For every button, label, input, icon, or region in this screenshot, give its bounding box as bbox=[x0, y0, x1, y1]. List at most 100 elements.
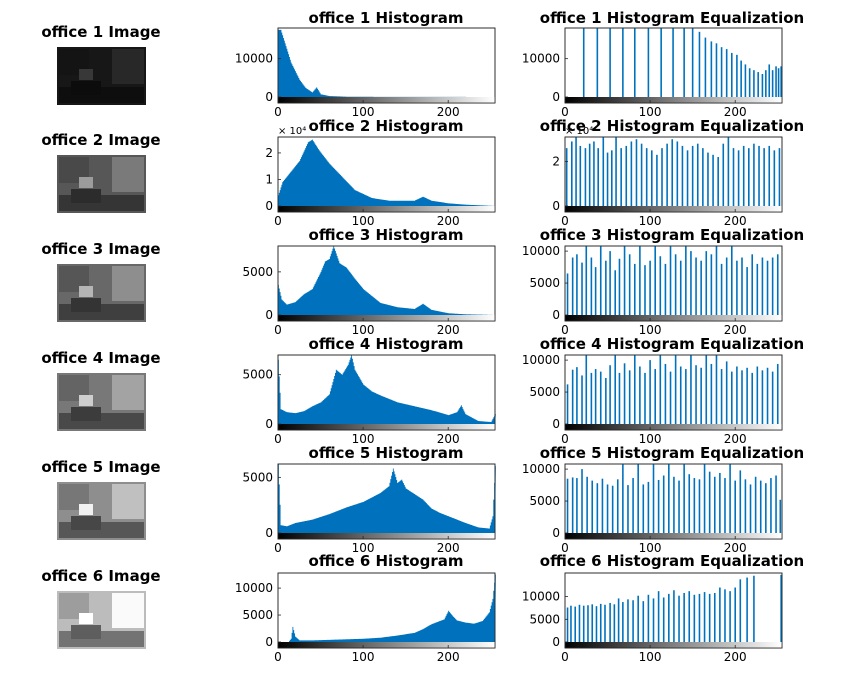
x-tick-label: 0 bbox=[561, 105, 569, 119]
photo-window-region bbox=[112, 266, 144, 301]
y-tick-label: 0 bbox=[552, 526, 560, 540]
x-tick-label: 200 bbox=[437, 650, 460, 664]
x-tick-label: 100 bbox=[639, 323, 662, 337]
grayscale-colorbar bbox=[565, 424, 782, 430]
histogram-title: office 6 Histogram bbox=[309, 552, 464, 570]
x-tick-label: 0 bbox=[561, 323, 569, 337]
x-tick-label: 100 bbox=[639, 541, 662, 555]
y-tick-label: 5000 bbox=[529, 612, 560, 626]
y-tick-label: 0 bbox=[552, 417, 560, 431]
y-tick-label: 10000 bbox=[522, 52, 560, 66]
y-tick-label: 5000 bbox=[242, 470, 273, 484]
equalized-axes-5: 0 5000 10000 0 100 200 bbox=[522, 462, 783, 555]
y-tick-label: 5000 bbox=[242, 368, 273, 382]
y-tick-label: 10000 bbox=[522, 244, 560, 258]
y-tick-label: 10000 bbox=[522, 353, 560, 367]
photo-window-region bbox=[112, 593, 144, 628]
photo-window-region bbox=[112, 484, 144, 519]
axes-frame bbox=[277, 572, 496, 649]
photo-window-region bbox=[112, 375, 144, 410]
y-tick-label: 0 bbox=[552, 90, 560, 104]
y-tick-label: 0 bbox=[265, 90, 273, 104]
x-tick-label: 100 bbox=[639, 214, 662, 228]
x-tick-label: 100 bbox=[352, 105, 375, 119]
y-tick-label: 0 bbox=[265, 526, 273, 540]
histogram-title: office 5 Histogram bbox=[309, 444, 464, 462]
photo-chair bbox=[71, 407, 101, 421]
y-tick-label: 0 bbox=[552, 308, 560, 322]
y-tick-label: 5000 bbox=[529, 276, 560, 290]
axis-multiplier: × 10⁴ bbox=[278, 126, 306, 137]
panel-titles: office 1 Histogram office 1 Histogram Equ… bbox=[309, 9, 805, 570]
equalized-title: office 4 Histogram Equalization bbox=[540, 335, 804, 353]
grayscale-colorbar bbox=[278, 206, 495, 212]
image-title: office 5 Image bbox=[41, 458, 160, 476]
grayscale-colorbar bbox=[565, 533, 782, 539]
x-tick-label: 100 bbox=[639, 105, 662, 119]
histogram-bars bbox=[278, 29, 496, 98]
axes-frame bbox=[564, 245, 783, 322]
y-tick-label: 0 bbox=[552, 635, 560, 649]
x-tick-label: 200 bbox=[437, 323, 460, 337]
axes-frame bbox=[564, 572, 783, 649]
y-tick-label: 10000 bbox=[235, 52, 273, 66]
x-tick-label: 100 bbox=[639, 650, 662, 664]
equalized-axes-6: 0 5000 10000 0 100 200 bbox=[522, 572, 783, 664]
equalized-axes-2: 0 2 0 100 200 × 10⁴ bbox=[552, 126, 783, 228]
y-tick-label: 2 bbox=[265, 146, 273, 160]
axes-frame bbox=[564, 27, 783, 104]
grayscale-colorbar bbox=[278, 424, 495, 430]
y-tick-label: 0 bbox=[265, 417, 273, 431]
axes-box bbox=[564, 136, 783, 213]
x-tick-label: 200 bbox=[437, 105, 460, 119]
image-panel-5: office 5 Image bbox=[41, 458, 161, 540]
image-panel-1: office 1 Image bbox=[41, 23, 161, 105]
x-tick-label: 200 bbox=[724, 323, 747, 337]
x-tick-label: 100 bbox=[352, 214, 375, 228]
histogram-title: office 4 Histogram bbox=[309, 335, 464, 353]
axes-frame bbox=[277, 245, 496, 322]
photo-chair bbox=[71, 516, 101, 530]
histogram-title: office 1 Histogram bbox=[309, 9, 464, 27]
image-panel-3: office 3 Image bbox=[41, 240, 161, 322]
photo-chair bbox=[71, 298, 101, 312]
image-panel-6: office 6 Image bbox=[41, 567, 161, 649]
x-tick-label: 0 bbox=[561, 650, 569, 664]
y-tick-label: 5000 bbox=[529, 385, 560, 399]
axis-multiplier: × 10⁴ bbox=[565, 126, 593, 137]
x-tick-label: 0 bbox=[274, 214, 282, 228]
photo-monitor bbox=[79, 286, 93, 297]
x-tick-label: 0 bbox=[274, 105, 282, 119]
equalized-title: office 1 Histogram Equalization bbox=[540, 9, 804, 27]
axes-frame bbox=[564, 136, 783, 213]
grayscale-colorbar bbox=[565, 315, 782, 321]
equalized-title: office 6 Histogram Equalization bbox=[540, 552, 804, 570]
axes-box bbox=[564, 245, 783, 322]
x-tick-label: 0 bbox=[274, 323, 282, 337]
x-tick-label: 200 bbox=[724, 214, 747, 228]
x-tick-label: 200 bbox=[437, 541, 460, 555]
axes-frame bbox=[277, 354, 496, 431]
grayscale-colorbar bbox=[565, 206, 782, 212]
y-tick-label: 10000 bbox=[522, 590, 560, 604]
image-panel-2: office 2 Image bbox=[41, 131, 161, 213]
histogram-bars bbox=[278, 464, 496, 533]
axes-frame bbox=[277, 27, 496, 104]
x-tick-label: 200 bbox=[437, 214, 460, 228]
histogram-title: office 2 Histogram bbox=[309, 117, 464, 135]
image-panel-4: office 4 Image bbox=[41, 349, 161, 431]
x-tick-label: 100 bbox=[639, 432, 662, 446]
y-tick-label: 2 bbox=[552, 154, 560, 168]
histogram-title: office 3 Histogram bbox=[309, 226, 464, 244]
equalized-title: office 3 Histogram Equalization bbox=[540, 226, 804, 244]
grayscale-colorbar bbox=[278, 642, 495, 648]
x-tick-label: 100 bbox=[352, 650, 375, 664]
x-tick-label: 200 bbox=[724, 105, 747, 119]
photo-monitor bbox=[79, 504, 93, 515]
photo-monitor bbox=[79, 395, 93, 406]
histogram-axes-2: 0 1 2 0 100 200 × 10⁴ bbox=[265, 126, 496, 228]
grayscale-colorbar bbox=[565, 642, 782, 648]
photo-monitor bbox=[79, 177, 93, 188]
photo-window-region bbox=[112, 157, 144, 192]
